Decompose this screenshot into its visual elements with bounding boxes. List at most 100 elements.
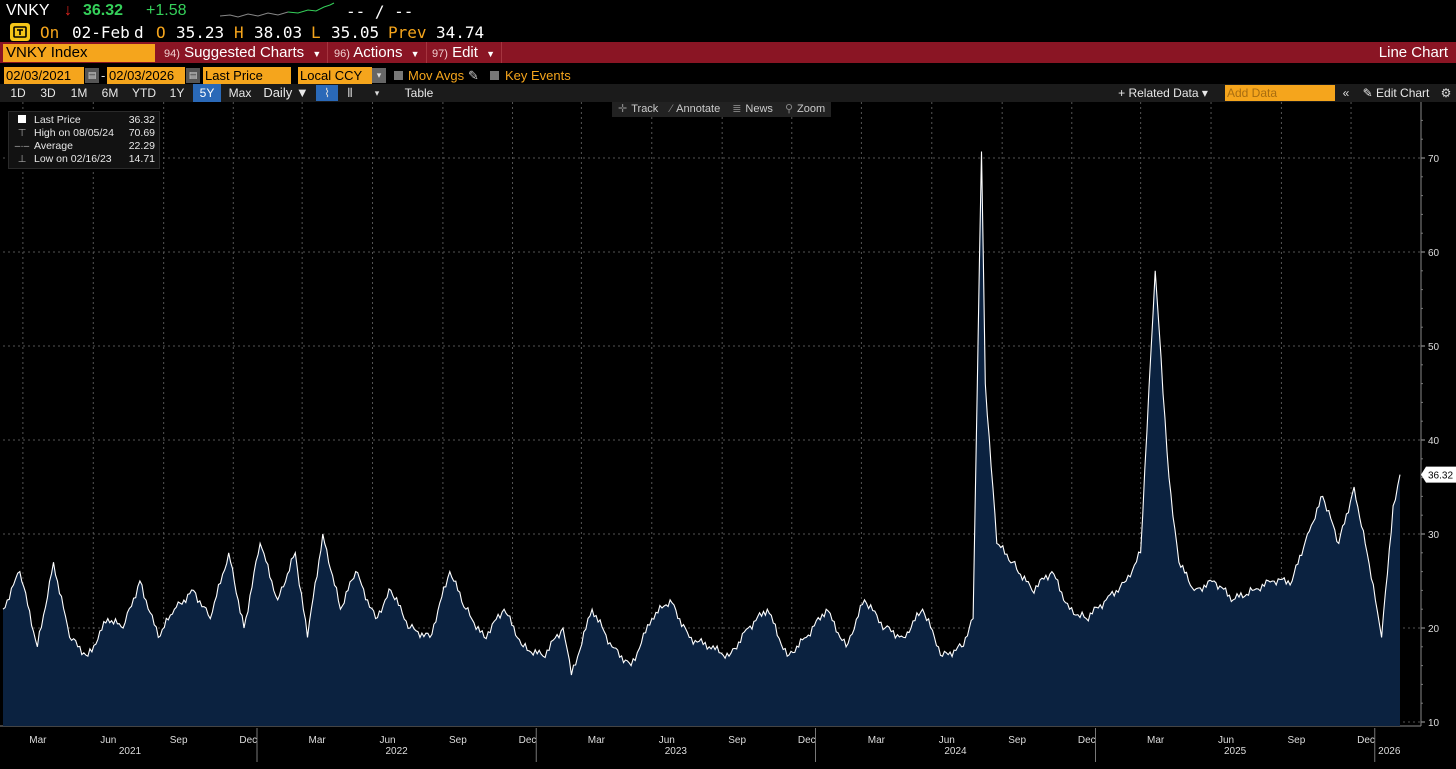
x-tick-label: Mar (309, 735, 327, 746)
year-label: 2025 (1224, 746, 1247, 757)
range-max[interactable]: Max (228, 86, 252, 100)
range-1m[interactable]: 1M (70, 86, 88, 100)
x-tick-label: Dec (1078, 735, 1096, 746)
bar-chart-icon[interactable]: ⫴ (347, 86, 353, 100)
start-date-field[interactable]: 02/03/2021 (4, 67, 84, 84)
legend-avg-value: 22.29 (128, 140, 155, 152)
y-tick-label: 60 (1428, 248, 1440, 259)
range-1d[interactable]: 1D (10, 86, 26, 100)
currency-selector[interactable]: Local CCY (298, 67, 372, 84)
x-tick-label: Sep (1288, 735, 1306, 746)
pencil-icon[interactable]: ✎ (468, 68, 479, 83)
chevron-down-icon[interactable]: ▾ (374, 88, 380, 98)
legend-avg-label: Average (34, 140, 73, 152)
actions-button[interactable]: 96) Actions ▼ (328, 42, 427, 63)
frequency-selector[interactable]: Daily ▼ (263, 85, 309, 100)
legend-high-value: 70.69 (128, 127, 155, 139)
date-separator: - (101, 68, 106, 83)
security-field[interactable]: VNKY Index (3, 44, 155, 62)
suggested-charts-button[interactable]: 94) Suggested Charts ▼ (158, 42, 329, 63)
ohlc-bar: On 02-Feb d O 35.23 H 38.03 L 35.05 Prev… (0, 22, 1456, 42)
y-tick-label: 20 (1428, 624, 1440, 635)
menu-bar: VNKY Index 94) Suggested Charts ▼ 96) Ac… (0, 42, 1456, 63)
x-tick-label: Sep (170, 735, 188, 746)
legend-last-label: Last Price (34, 114, 81, 126)
down-arrow-icon: ↓ (64, 2, 72, 19)
chevron-down-icon: ▼ (410, 49, 420, 59)
news-icon: ≣ (732, 103, 742, 115)
chart-type-title: Line Chart (1378, 44, 1448, 61)
calendar-icon[interactable]: ▤ (186, 68, 200, 83)
high-value: 38.03 (254, 23, 303, 42)
legend-low-value: 14.71 (128, 153, 155, 165)
year-label: 2022 (385, 746, 408, 757)
annotate-icon: ⁄ (670, 103, 673, 115)
bloomberg-icon[interactable] (10, 23, 30, 41)
quote-bar: VNKY ↓ 36.32 +1.58 -- / -- (0, 0, 1456, 22)
last-price: 36.32 (83, 2, 124, 19)
low-value: 35.05 (331, 23, 380, 42)
key-events-checkbox[interactable] (490, 71, 499, 80)
related-data-button[interactable]: + Related Data ▾ (1118, 86, 1208, 100)
actions-label: Actions (353, 44, 403, 61)
date-label: On (40, 23, 60, 42)
collapse-icon[interactable]: « (1342, 86, 1350, 100)
prev-value: 34.74 (436, 23, 485, 42)
end-date-field[interactable]: 02/03/2026 (107, 67, 185, 84)
last-value-label: 36.32 (1428, 471, 1453, 482)
y-tick-label: 10 (1428, 718, 1440, 729)
mov-avgs-label[interactable]: Mov Avgs (408, 68, 465, 83)
year-label: 2026 (1378, 746, 1401, 757)
actions-num: 96) (334, 48, 350, 60)
range-6m[interactable]: 6M (101, 86, 119, 100)
range-ytd[interactable]: YTD (132, 86, 156, 100)
key-events-label[interactable]: Key Events (505, 68, 571, 83)
settings-gear-icon[interactable]: ⚙ (1440, 86, 1452, 100)
sparkline (220, 2, 335, 18)
low-label: L (311, 23, 321, 42)
range-3d[interactable]: 3D (40, 86, 56, 100)
track-label: Track (631, 103, 659, 115)
year-label: 2024 (944, 746, 967, 757)
prev-label: Prev (388, 23, 427, 42)
table-button[interactable]: Table (404, 86, 434, 100)
chart-toolbar: ✛ Track ⁄ Annotate ≣ News ⚲ Zoom (612, 102, 832, 117)
price-chart[interactable]: 10 20 30 40 50 60 70 Mar Jun Sep Dec Mar Jun Sep Dec Ma… (0, 102, 1456, 769)
news-tool[interactable]: ≣ News (726, 102, 779, 117)
last-value-marker (1421, 466, 1456, 483)
annotate-tool[interactable]: ⁄ Annotate (664, 102, 726, 117)
chevron-down-icon: ▼ (312, 49, 322, 59)
mov-avgs-checkbox[interactable] (394, 71, 403, 80)
edit-button[interactable]: 97) Edit ▼ (426, 42, 503, 63)
x-tick-label: Dec (519, 735, 537, 746)
crosshair-icon: ✛ (618, 103, 628, 115)
edit-chart-button[interactable]: ✎ Edit Chart (1362, 86, 1430, 100)
add-data-input[interactable]: Add Data (1225, 85, 1335, 101)
range-1y[interactable]: 1Y (169, 86, 185, 100)
chart-legend[interactable]: Last Price 36.32 ⊤ High on 08/05/24 70.6… (8, 111, 160, 169)
range-row: 1D 3D 1M 6M YTD 1Y 5Y Max Daily ▼ ⌇ ⫴ ▾ … (0, 84, 1456, 102)
suggested-label: Suggested Charts (184, 44, 305, 61)
dropdown-arrow-icon[interactable]: ▾ (372, 68, 386, 83)
series-line (2, 151, 1401, 676)
y-tick-label: 40 (1428, 436, 1440, 447)
zoom-tool[interactable]: ⚲ Zoom (779, 102, 831, 117)
average-marker-icon: –·– (14, 141, 30, 152)
x-tick-label: Jun (659, 735, 675, 746)
open-value: 35.23 (176, 23, 225, 42)
x-tick-label: Dec (798, 735, 816, 746)
high-marker-icon: ⊤ (17, 128, 27, 139)
legend-high-label: High on 08/05/24 (34, 127, 114, 139)
line-chart-icon[interactable]: ⌇ (316, 85, 338, 101)
track-tool[interactable]: ✛ Track (612, 102, 664, 117)
calendar-icon[interactable]: ▤ (85, 68, 99, 83)
range-5y[interactable]: 5Y (193, 84, 221, 102)
field-selector[interactable]: Last Price (203, 67, 291, 84)
x-tick-label: Sep (449, 735, 467, 746)
magnifier-icon: ⚲ (784, 103, 793, 115)
legend-last-value: 36.32 (128, 114, 155, 126)
x-tick-label: Mar (868, 735, 886, 746)
chart-area[interactable]: 10 20 30 40 50 60 70 Mar Jun Sep Dec Mar Jun Sep Dec Ma… (0, 102, 1456, 769)
y-tick-label: 70 (1428, 154, 1440, 165)
x-tick-label: Jun (100, 735, 116, 746)
